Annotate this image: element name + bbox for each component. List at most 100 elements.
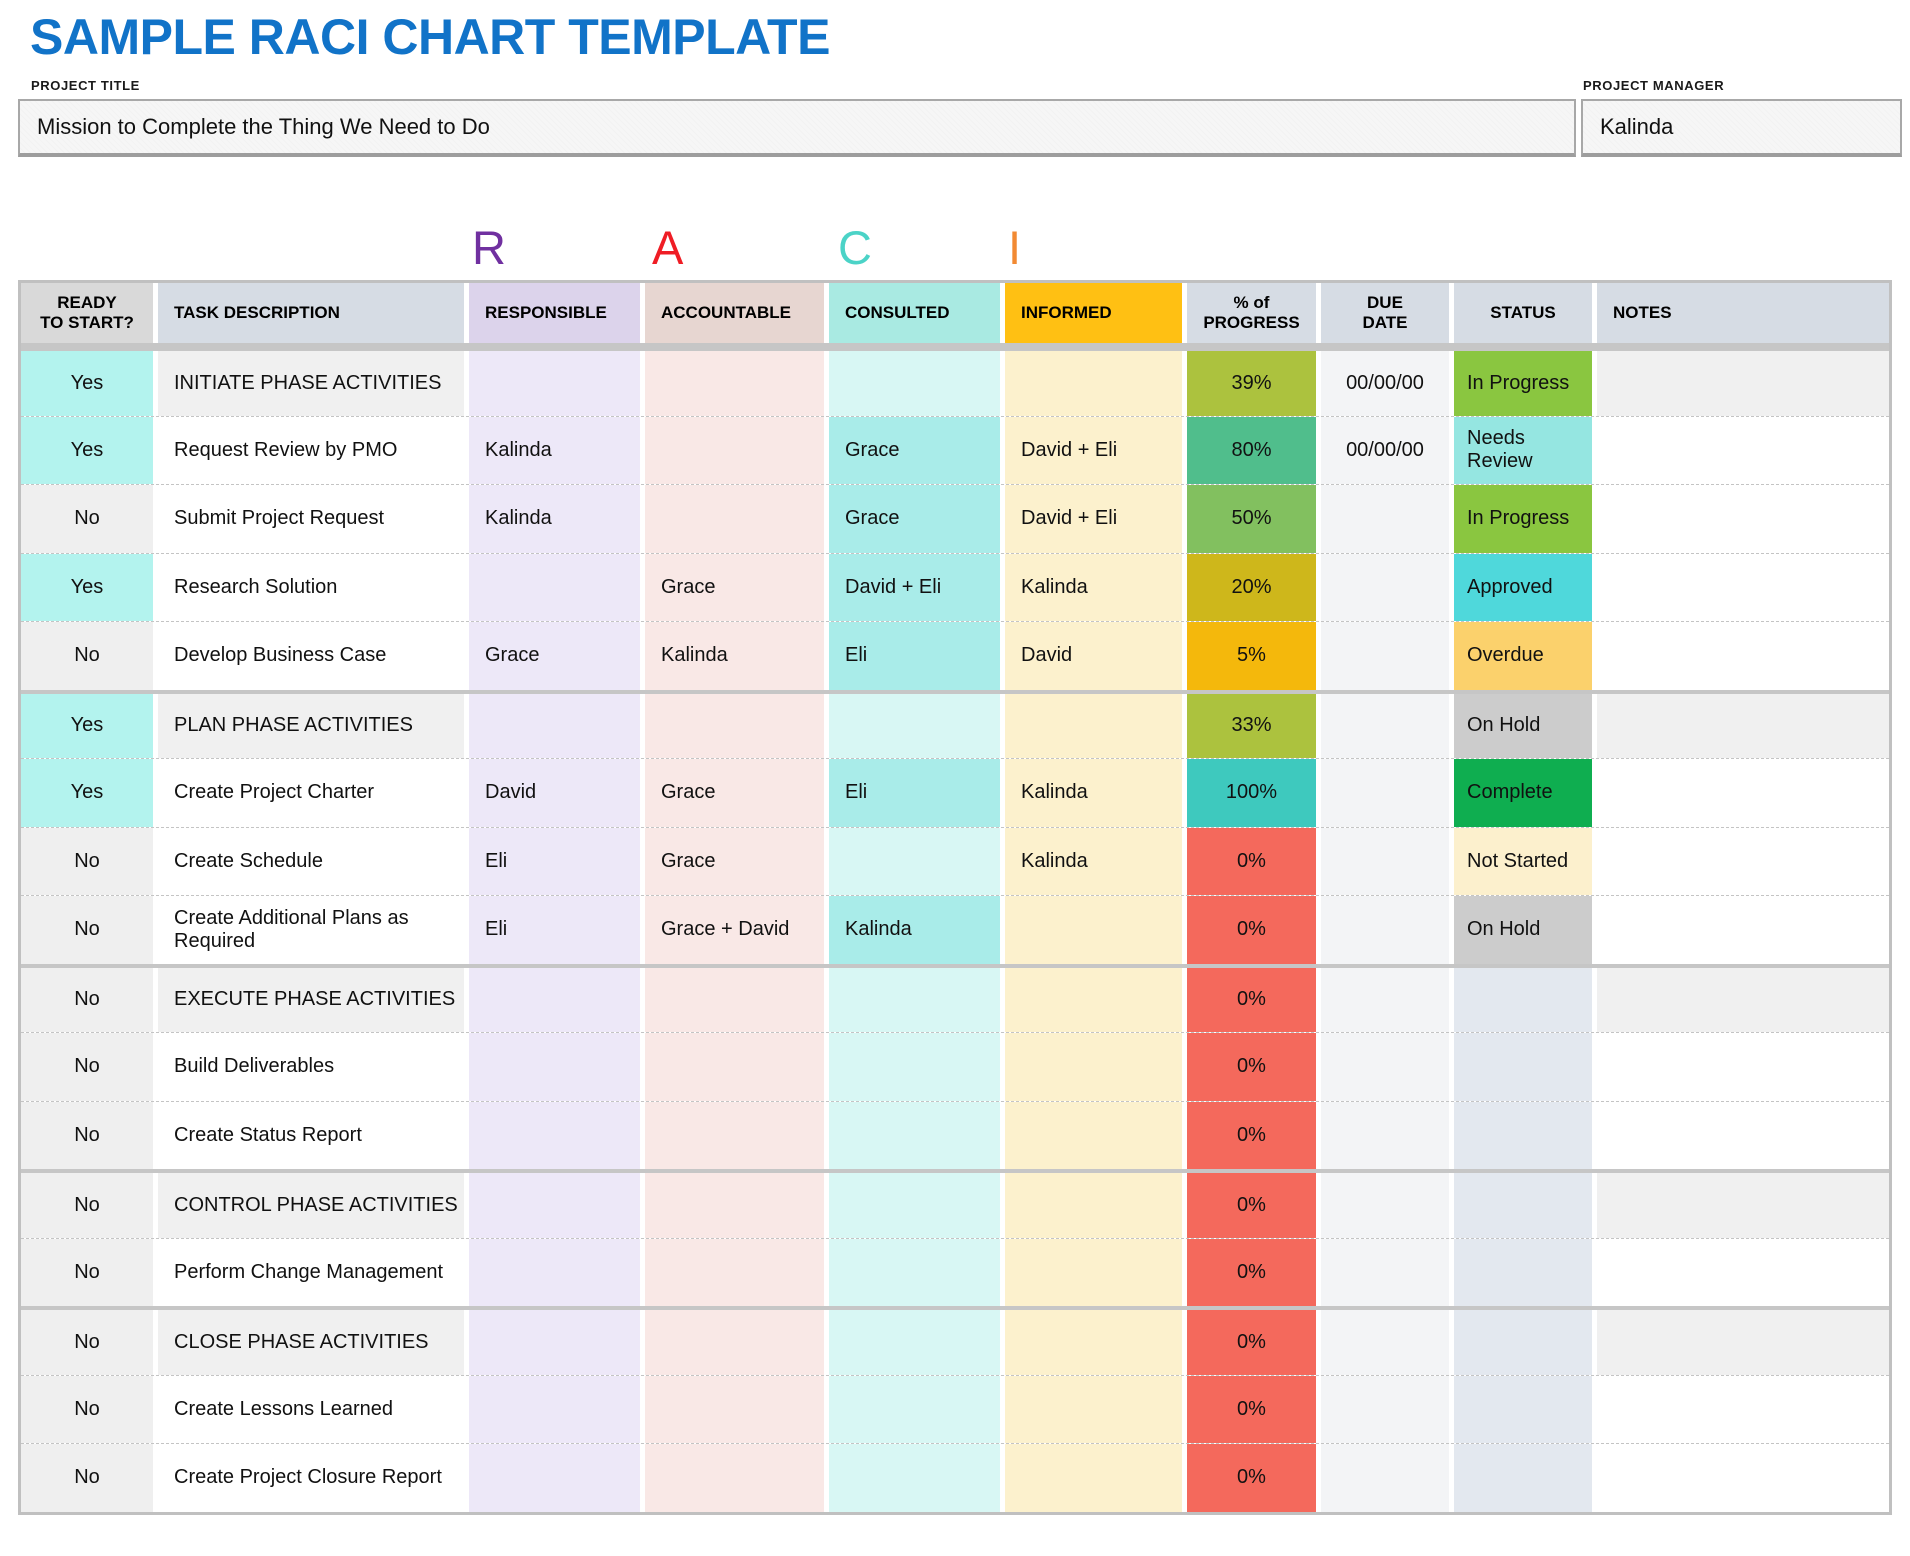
cell-due-date[interactable] [1321, 1238, 1449, 1306]
cell-status[interactable]: In Progress [1454, 485, 1592, 553]
cell-responsible[interactable]: Kalinda [469, 485, 640, 553]
cell-progress[interactable]: 0% [1187, 827, 1316, 895]
cell-notes[interactable] [1597, 485, 1889, 553]
cell-progress[interactable]: 20% [1187, 553, 1316, 621]
cell-task[interactable]: Submit Project Request [158, 485, 464, 553]
cell-ready[interactable]: No [21, 1310, 153, 1375]
cell-task[interactable]: Create Project Charter [158, 759, 464, 827]
cell-ready[interactable]: No [21, 1101, 153, 1169]
cell-accountable[interactable]: Kalinda [645, 622, 824, 690]
cell-accountable[interactable] [645, 693, 824, 758]
cell-due-date[interactable] [1321, 827, 1449, 895]
cell-notes[interactable] [1597, 693, 1889, 758]
cell-consulted[interactable]: David + Eli [829, 553, 1000, 621]
cell-informed[interactable] [1005, 967, 1182, 1032]
cell-consulted[interactable] [829, 1238, 1000, 1306]
cell-progress[interactable]: 80% [1187, 416, 1316, 484]
cell-status[interactable]: Complete [1454, 759, 1592, 827]
cell-informed[interactable]: Kalinda [1005, 553, 1182, 621]
cell-status[interactable] [1454, 1310, 1592, 1375]
cell-status[interactable]: In Progress [1454, 351, 1592, 416]
cell-task[interactable]: CLOSE PHASE ACTIVITIES [158, 1310, 464, 1375]
cell-status[interactable] [1454, 1033, 1592, 1101]
cell-consulted[interactable] [829, 1173, 1000, 1238]
cell-consulted[interactable] [829, 1033, 1000, 1101]
cell-responsible[interactable] [469, 351, 640, 416]
cell-task[interactable]: CONTROL PHASE ACTIVITIES [158, 1173, 464, 1238]
cell-task[interactable]: Create Schedule [158, 827, 464, 895]
cell-informed[interactable]: David + Eli [1005, 416, 1182, 484]
cell-ready[interactable]: No [21, 967, 153, 1032]
cell-status[interactable] [1454, 1173, 1592, 1238]
cell-ready[interactable]: No [21, 1033, 153, 1101]
project-manager-field[interactable]: Kalinda [1581, 99, 1902, 157]
cell-consulted[interactable]: Eli [829, 622, 1000, 690]
cell-accountable[interactable] [645, 416, 824, 484]
cell-due-date[interactable]: 00/00/00 [1321, 351, 1449, 416]
cell-due-date[interactable] [1321, 1310, 1449, 1375]
cell-notes[interactable] [1597, 1033, 1889, 1101]
cell-task[interactable]: Request Review by PMO [158, 416, 464, 484]
cell-due-date[interactable] [1321, 485, 1449, 553]
cell-informed[interactable] [1005, 693, 1182, 758]
cell-progress[interactable]: 0% [1187, 1444, 1316, 1512]
cell-due-date[interactable] [1321, 1033, 1449, 1101]
cell-responsible[interactable] [469, 967, 640, 1032]
cell-task[interactable]: Create Additional Plans as Required [158, 896, 464, 964]
cell-consulted[interactable] [829, 1375, 1000, 1443]
cell-accountable[interactable] [645, 967, 824, 1032]
cell-status[interactable]: On Hold [1454, 896, 1592, 964]
cell-consulted[interactable]: Grace [829, 416, 1000, 484]
cell-task[interactable]: Perform Change Management [158, 1238, 464, 1306]
cell-progress[interactable]: 100% [1187, 759, 1316, 827]
cell-task[interactable]: PLAN PHASE ACTIVITIES [158, 693, 464, 758]
cell-accountable[interactable] [645, 1033, 824, 1101]
cell-responsible[interactable] [469, 1375, 640, 1443]
cell-notes[interactable] [1597, 553, 1889, 621]
cell-due-date[interactable] [1321, 1375, 1449, 1443]
cell-status[interactable]: Approved [1454, 553, 1592, 621]
cell-ready[interactable]: No [21, 1238, 153, 1306]
cell-consulted[interactable] [829, 967, 1000, 1032]
cell-ready[interactable]: Yes [21, 416, 153, 484]
cell-responsible[interactable] [469, 1238, 640, 1306]
cell-accountable[interactable] [645, 485, 824, 553]
cell-informed[interactable] [1005, 896, 1182, 964]
cell-status[interactable]: Needs Review [1454, 416, 1592, 484]
cell-ready[interactable]: No [21, 827, 153, 895]
cell-consulted[interactable] [829, 1444, 1000, 1512]
cell-progress[interactable]: 0% [1187, 1375, 1316, 1443]
cell-informed[interactable]: David + Eli [1005, 485, 1182, 553]
cell-consulted[interactable]: Kalinda [829, 896, 1000, 964]
cell-status[interactable] [1454, 967, 1592, 1032]
cell-notes[interactable] [1597, 1375, 1889, 1443]
project-title-field[interactable]: Mission to Complete the Thing We Need to… [18, 99, 1576, 157]
cell-notes[interactable] [1597, 1173, 1889, 1238]
cell-informed[interactable] [1005, 1033, 1182, 1101]
cell-consulted[interactable] [829, 693, 1000, 758]
cell-progress[interactable]: 0% [1187, 1101, 1316, 1169]
cell-progress[interactable]: 50% [1187, 485, 1316, 553]
cell-notes[interactable] [1597, 759, 1889, 827]
cell-status[interactable] [1454, 1101, 1592, 1169]
cell-notes[interactable] [1597, 967, 1889, 1032]
cell-informed[interactable] [1005, 1310, 1182, 1375]
cell-task[interactable]: Build Deliverables [158, 1033, 464, 1101]
cell-task[interactable]: Develop Business Case [158, 622, 464, 690]
cell-progress[interactable]: 0% [1187, 1033, 1316, 1101]
cell-due-date[interactable] [1321, 759, 1449, 827]
cell-progress[interactable]: 0% [1187, 1173, 1316, 1238]
cell-progress[interactable]: 0% [1187, 967, 1316, 1032]
cell-progress[interactable]: 5% [1187, 622, 1316, 690]
cell-responsible[interactable]: Grace [469, 622, 640, 690]
cell-accountable[interactable] [645, 1310, 824, 1375]
cell-status[interactable]: Overdue [1454, 622, 1592, 690]
cell-notes[interactable] [1597, 896, 1889, 964]
cell-notes[interactable] [1597, 827, 1889, 895]
cell-accountable[interactable] [645, 1101, 824, 1169]
cell-consulted[interactable]: Grace [829, 485, 1000, 553]
cell-notes[interactable] [1597, 1238, 1889, 1306]
cell-task[interactable]: INITIATE PHASE ACTIVITIES [158, 351, 464, 416]
cell-progress[interactable]: 39% [1187, 351, 1316, 416]
cell-due-date[interactable] [1321, 1444, 1449, 1512]
